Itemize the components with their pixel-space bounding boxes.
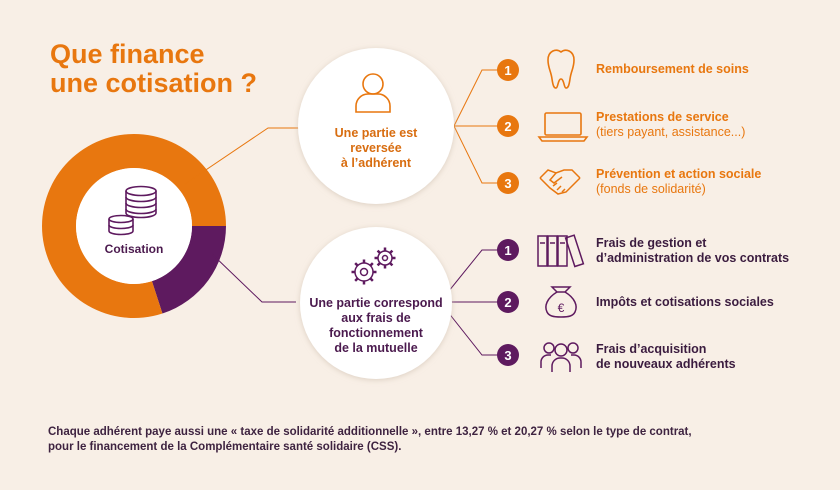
purple-item-3-line-1: Frais d’acquisition — [596, 342, 707, 356]
purple-item-1-line-2: d’administration de vos contrats — [596, 251, 790, 265]
purple-label-line-2: aux frais de — [341, 311, 411, 325]
orange-item-2: Prestations de service (tiers payant, as… — [596, 110, 745, 140]
purple-item-1-line-1: Frais de gestion et — [596, 236, 707, 250]
binders-icon — [537, 234, 585, 268]
title-line-1: Que finance — [50, 39, 205, 69]
donut-slice-adherent — [42, 134, 226, 318]
orange-branch-lines — [453, 69, 498, 184]
orange-branch-label: Une partie est reversée à l’adhérent — [316, 126, 436, 171]
orange-item-3-sub: (fonds de solidarité) — [596, 182, 706, 196]
tooth-icon — [547, 49, 575, 89]
gear-tooth — [376, 262, 381, 267]
purple-number-2: 2 — [497, 291, 519, 313]
cotisation-donut — [42, 134, 226, 318]
cotisation-label-text: Cotisation — [104, 242, 164, 256]
orange-item-1: Remboursement de soins — [596, 62, 749, 77]
money-bag-icon: € — [545, 286, 577, 318]
donut-slice-fonctionnement — [151, 226, 226, 314]
purple-item-3-line-2: de nouveaux adhérents — [596, 357, 736, 371]
orange-item-1-main: Remboursement de soins — [596, 62, 749, 76]
laptop-icon — [537, 112, 589, 142]
svg-text:€: € — [558, 301, 565, 315]
orange-number-2: 2 — [497, 115, 519, 137]
orange-label-line-2: reversée — [350, 141, 402, 155]
purple-label-line-4: de la mutuelle — [334, 341, 418, 355]
purple-number-1: 1 — [497, 239, 519, 261]
gears-icon — [351, 247, 396, 285]
handshake-icon — [539, 169, 581, 195]
gear-tooth — [354, 277, 359, 282]
page-title: Que finance une cotisation ? — [50, 40, 310, 98]
purple-branch-label: Une partie correspond aux frais de fonct… — [304, 296, 448, 356]
footnote-line-2: pour le financement de la Complémentaire… — [48, 441, 402, 453]
title-line-2: une cotisation ? — [50, 68, 258, 98]
orange-item-3-main: Prévention et action sociale — [596, 167, 762, 181]
coins-icon — [108, 185, 157, 236]
purple-label-line-3: fonctionnement — [329, 326, 423, 340]
footnote: Chaque adhérent paye aussi une « taxe de… — [48, 425, 808, 455]
orange-label-line-3: à l’adhérent — [340, 156, 412, 170]
footnote-line-1: Chaque adhérent paye aussi une « taxe de… — [48, 426, 692, 438]
gear-tooth — [376, 249, 381, 254]
purple-connector — [211, 253, 296, 303]
purple-item-2-line-1: Impôts et cotisations sociales — [596, 295, 774, 309]
orange-connector — [184, 127, 300, 185]
orange-item-2-main: Prestations de service — [596, 110, 729, 124]
gear-tooth — [389, 262, 394, 267]
donut-center — [76, 168, 192, 284]
gear-tooth — [369, 277, 374, 282]
person-icon — [355, 73, 391, 113]
purple-label-line-1: Une partie correspond — [309, 296, 443, 310]
people-icon — [540, 342, 582, 372]
purple-item-3: Frais d’acquisition de nouveaux adhérent… — [596, 342, 736, 372]
purple-item-2: Impôts et cotisations sociales — [596, 295, 774, 310]
gear-tooth — [369, 262, 374, 267]
purple-item-1: Frais de gestion et d’administration de … — [596, 236, 789, 266]
purple-number-3: 3 — [497, 344, 519, 366]
orange-branch-circle — [298, 48, 454, 204]
cotisation-label: Cotisation — [94, 242, 174, 257]
purple-branch-circle — [300, 227, 452, 379]
gear-tooth — [389, 249, 394, 254]
gear-tooth — [354, 262, 359, 267]
orange-number-3: 3 — [497, 172, 519, 194]
orange-number-1: 1 — [497, 59, 519, 81]
orange-item-2-sub: (tiers payant, assistance...) — [596, 125, 746, 139]
orange-item-3: Prévention et action sociale (fonds de s… — [596, 167, 761, 197]
orange-label-line-1: Une partie est — [334, 126, 418, 140]
